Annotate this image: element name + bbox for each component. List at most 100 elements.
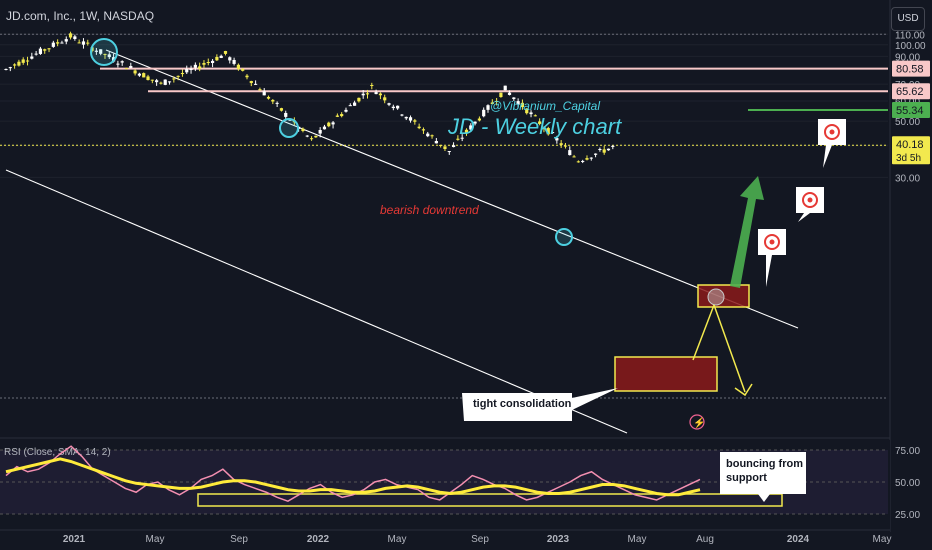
candle-body <box>512 97 516 99</box>
candle <box>365 89 370 99</box>
candle <box>241 68 245 72</box>
candle <box>133 69 137 76</box>
candle-body <box>163 79 167 85</box>
x-tick-label: May <box>146 534 165 545</box>
x-tick-label: Aug <box>696 534 714 545</box>
candle-body <box>124 68 129 70</box>
candle-body <box>503 85 507 91</box>
candle-body <box>309 138 314 140</box>
headline-label: JD - Weekly chart <box>447 114 622 139</box>
candle <box>361 90 365 99</box>
x-tick-label: 2022 <box>307 534 330 545</box>
candle-body <box>137 73 142 76</box>
candle <box>124 67 129 70</box>
price-tag-bg <box>892 101 930 118</box>
pivot-circle <box>90 38 118 66</box>
candle <box>314 135 318 138</box>
candle-body <box>116 63 120 65</box>
candle-body <box>525 108 529 114</box>
candle-body <box>378 93 383 96</box>
candle-body <box>568 150 572 156</box>
candle-body <box>284 112 288 117</box>
candle <box>99 49 103 56</box>
candle-body <box>185 68 189 73</box>
currency-button[interactable]: USD <box>891 7 925 31</box>
candle <box>142 72 146 78</box>
candle-body <box>344 109 348 112</box>
candle <box>301 127 305 133</box>
pivot-circle <box>555 228 573 246</box>
candle <box>30 52 34 60</box>
candle <box>120 60 124 66</box>
price-tag: 80.58 <box>892 60 930 77</box>
rsi-title: RSI (Close, SMA, 14, 2) <box>4 447 111 458</box>
candle-body <box>25 60 30 62</box>
candle <box>469 123 473 132</box>
candle-body <box>176 75 180 77</box>
consolidation-text: tight consolidation <box>473 398 572 410</box>
channel-lower-line <box>5 169 628 434</box>
candle-body <box>34 53 38 55</box>
candle <box>370 82 374 90</box>
target-icon-center <box>829 129 835 135</box>
candle-body <box>370 84 374 86</box>
candle <box>17 59 21 67</box>
candle <box>374 89 378 95</box>
candle-body <box>555 138 559 141</box>
candle <box>525 108 529 115</box>
candle-body <box>396 105 400 109</box>
candle-body <box>266 96 271 99</box>
y-tick-label: 90.00 <box>895 52 920 63</box>
candle <box>335 113 339 118</box>
candle-body <box>81 41 86 45</box>
y-tick-label: 110.00 <box>895 30 925 41</box>
candle-body <box>271 99 275 102</box>
candle <box>460 134 464 142</box>
candle <box>439 144 443 148</box>
candle <box>378 92 383 100</box>
candle-body <box>30 56 34 59</box>
candle-body <box>451 145 456 148</box>
candle-body <box>38 48 43 54</box>
candle-body <box>8 67 12 69</box>
candle <box>137 72 142 77</box>
candle-body <box>262 91 266 96</box>
candle <box>396 105 400 110</box>
price-tag-bg <box>892 83 930 100</box>
candle-body <box>223 50 228 54</box>
candle-body <box>322 126 327 130</box>
x-tick-label: May <box>388 534 407 545</box>
candle-body <box>133 70 137 74</box>
candle-body <box>598 149 602 151</box>
candle-body <box>495 100 499 102</box>
candle <box>163 79 167 86</box>
candle <box>245 74 249 80</box>
candle <box>443 146 447 152</box>
target-icon-center <box>807 197 813 203</box>
target-icon-center <box>769 239 775 245</box>
candle <box>77 39 81 44</box>
price-tag-bg <box>892 136 930 165</box>
symbol-title: JD.com, Inc., 1W, NASDAQ <box>6 9 155 23</box>
candle <box>589 157 593 161</box>
candle <box>68 31 73 40</box>
candle <box>215 54 219 61</box>
candle <box>254 80 258 85</box>
candle <box>60 40 64 44</box>
candle <box>550 129 555 134</box>
candle <box>13 63 17 69</box>
candle-body <box>314 135 318 138</box>
candle <box>232 57 236 66</box>
candle <box>464 128 469 136</box>
candle <box>159 81 163 85</box>
candle-body <box>529 112 533 115</box>
candle-body <box>189 68 193 71</box>
target-callout <box>796 187 824 222</box>
candle-body <box>374 92 378 95</box>
x-tick-label: Sep <box>230 534 248 545</box>
candle <box>155 78 159 86</box>
candle <box>598 147 602 152</box>
y-tick-label: 50.00 <box>895 117 920 128</box>
candle <box>150 79 154 84</box>
